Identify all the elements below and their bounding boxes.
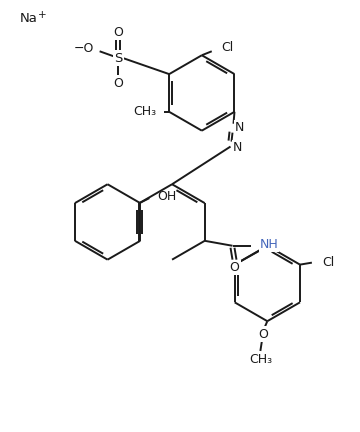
Text: Na: Na bbox=[19, 12, 37, 25]
Text: O: O bbox=[113, 76, 123, 89]
Text: N: N bbox=[233, 141, 242, 154]
Text: +: + bbox=[38, 10, 47, 19]
Text: O: O bbox=[113, 26, 123, 39]
Text: CH₃: CH₃ bbox=[133, 105, 156, 118]
Text: N: N bbox=[235, 121, 244, 134]
Text: NH: NH bbox=[259, 238, 278, 251]
Text: OH: OH bbox=[157, 190, 176, 203]
Text: S: S bbox=[114, 52, 123, 65]
Text: −O: −O bbox=[73, 42, 94, 55]
Text: CH₃: CH₃ bbox=[249, 353, 272, 366]
Text: Cl: Cl bbox=[222, 41, 234, 54]
Text: Cl: Cl bbox=[322, 256, 334, 269]
Text: O: O bbox=[230, 261, 239, 274]
Text: O: O bbox=[258, 327, 268, 340]
